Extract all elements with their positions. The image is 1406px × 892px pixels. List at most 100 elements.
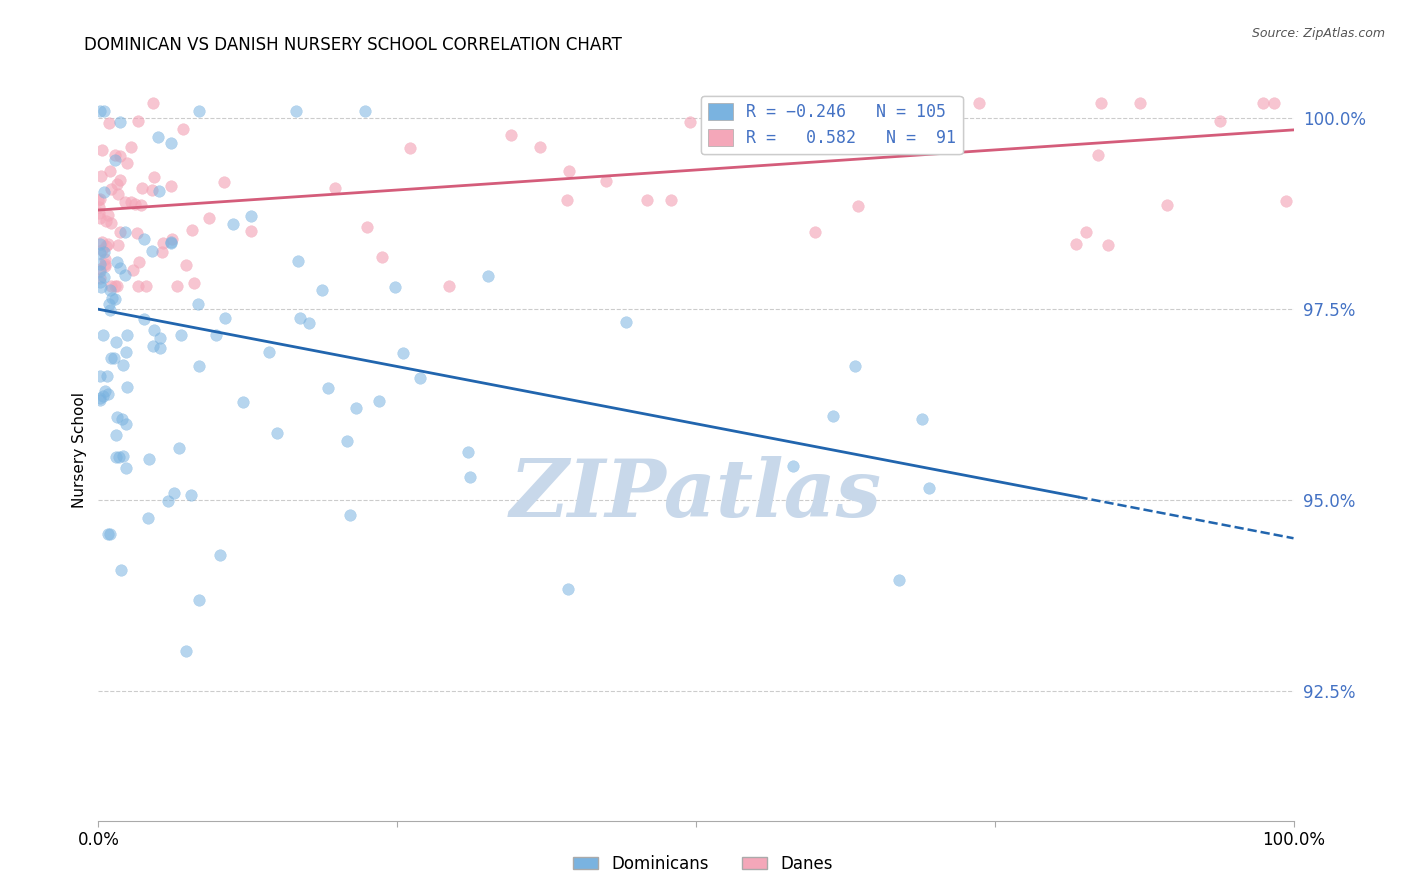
Point (371, 251, 394, 265)
Point (266, 425, 288, 440)
Point (821, 409, 844, 423)
Point (659, 193, 682, 207)
Point (128, 255, 150, 269)
Point (89, 192, 111, 206)
Point (149, 341, 172, 355)
Point (804, 225, 827, 239)
Point (595, 174, 617, 188)
Point (89, 103, 111, 118)
Point (107, 450, 129, 464)
Point (458, 470, 481, 484)
Point (127, 279, 149, 293)
Point (170, 327, 193, 342)
Point (159, 179, 181, 194)
Y-axis label: Nursery School: Nursery School (72, 392, 87, 508)
Point (240, 224, 263, 238)
Point (209, 549, 232, 563)
Point (98, 303, 121, 318)
Point (131, 181, 153, 195)
Point (89, 261, 111, 276)
Point (156, 493, 179, 508)
Point (105, 428, 128, 442)
Point (90, 235, 112, 250)
Point (108, 115, 131, 129)
Point (121, 263, 143, 277)
Point (103, 351, 125, 365)
Point (89, 205, 111, 219)
Point (98, 164, 121, 178)
Point (183, 277, 205, 291)
Point (91, 243, 114, 257)
Point (114, 225, 136, 239)
Point (90, 280, 112, 294)
Point (232, 395, 254, 409)
Point (339, 508, 361, 523)
Point (853, 96, 876, 111)
Point (1209, 113, 1232, 128)
Point (93, 103, 115, 118)
Point (146, 129, 169, 144)
Point (93, 269, 115, 284)
Point (131, 198, 153, 212)
Point (910, 412, 932, 426)
Point (198, 211, 221, 226)
Point (97, 236, 120, 251)
Point (844, 359, 866, 373)
Point (846, 199, 869, 213)
Point (298, 316, 321, 330)
Point (96, 238, 118, 252)
Point (96, 214, 118, 228)
Point (353, 103, 375, 118)
Point (104, 153, 127, 168)
Point (141, 244, 163, 259)
Point (89, 200, 111, 214)
Point (336, 434, 359, 448)
Point (100, 216, 122, 230)
Point (316, 381, 339, 395)
Point (501, 128, 523, 142)
Point (557, 194, 579, 208)
Point (344, 401, 367, 415)
Point (287, 254, 309, 268)
Point (162, 486, 184, 500)
Point (114, 417, 136, 432)
Point (115, 327, 138, 342)
Point (408, 371, 430, 385)
Point (285, 103, 308, 118)
Point (167, 442, 190, 456)
Point (1129, 96, 1152, 111)
Point (120, 140, 142, 154)
Point (91, 328, 114, 343)
Point (1087, 148, 1109, 162)
Point (188, 592, 211, 607)
Point (94, 257, 117, 271)
Point (105, 177, 128, 191)
Point (166, 279, 188, 293)
Point (93, 245, 115, 260)
Point (115, 379, 138, 393)
Point (142, 96, 165, 111)
Point (90, 143, 112, 157)
Point (94, 384, 117, 398)
Point (398, 141, 420, 155)
Point (1090, 96, 1112, 111)
Point (89, 256, 111, 270)
Point (87, 193, 110, 207)
Point (180, 223, 202, 237)
Point (439, 279, 461, 293)
Point (967, 96, 990, 111)
Point (111, 359, 134, 373)
Point (148, 184, 170, 198)
Point (143, 323, 166, 337)
Point (104, 292, 127, 306)
Point (138, 452, 160, 467)
Point (89, 264, 111, 278)
Point (136, 511, 159, 525)
Point (159, 136, 181, 150)
Point (89, 392, 111, 406)
Point (91, 389, 114, 403)
Point (384, 279, 406, 293)
Point (142, 339, 165, 353)
Point (529, 139, 551, 153)
Point (107, 237, 129, 252)
